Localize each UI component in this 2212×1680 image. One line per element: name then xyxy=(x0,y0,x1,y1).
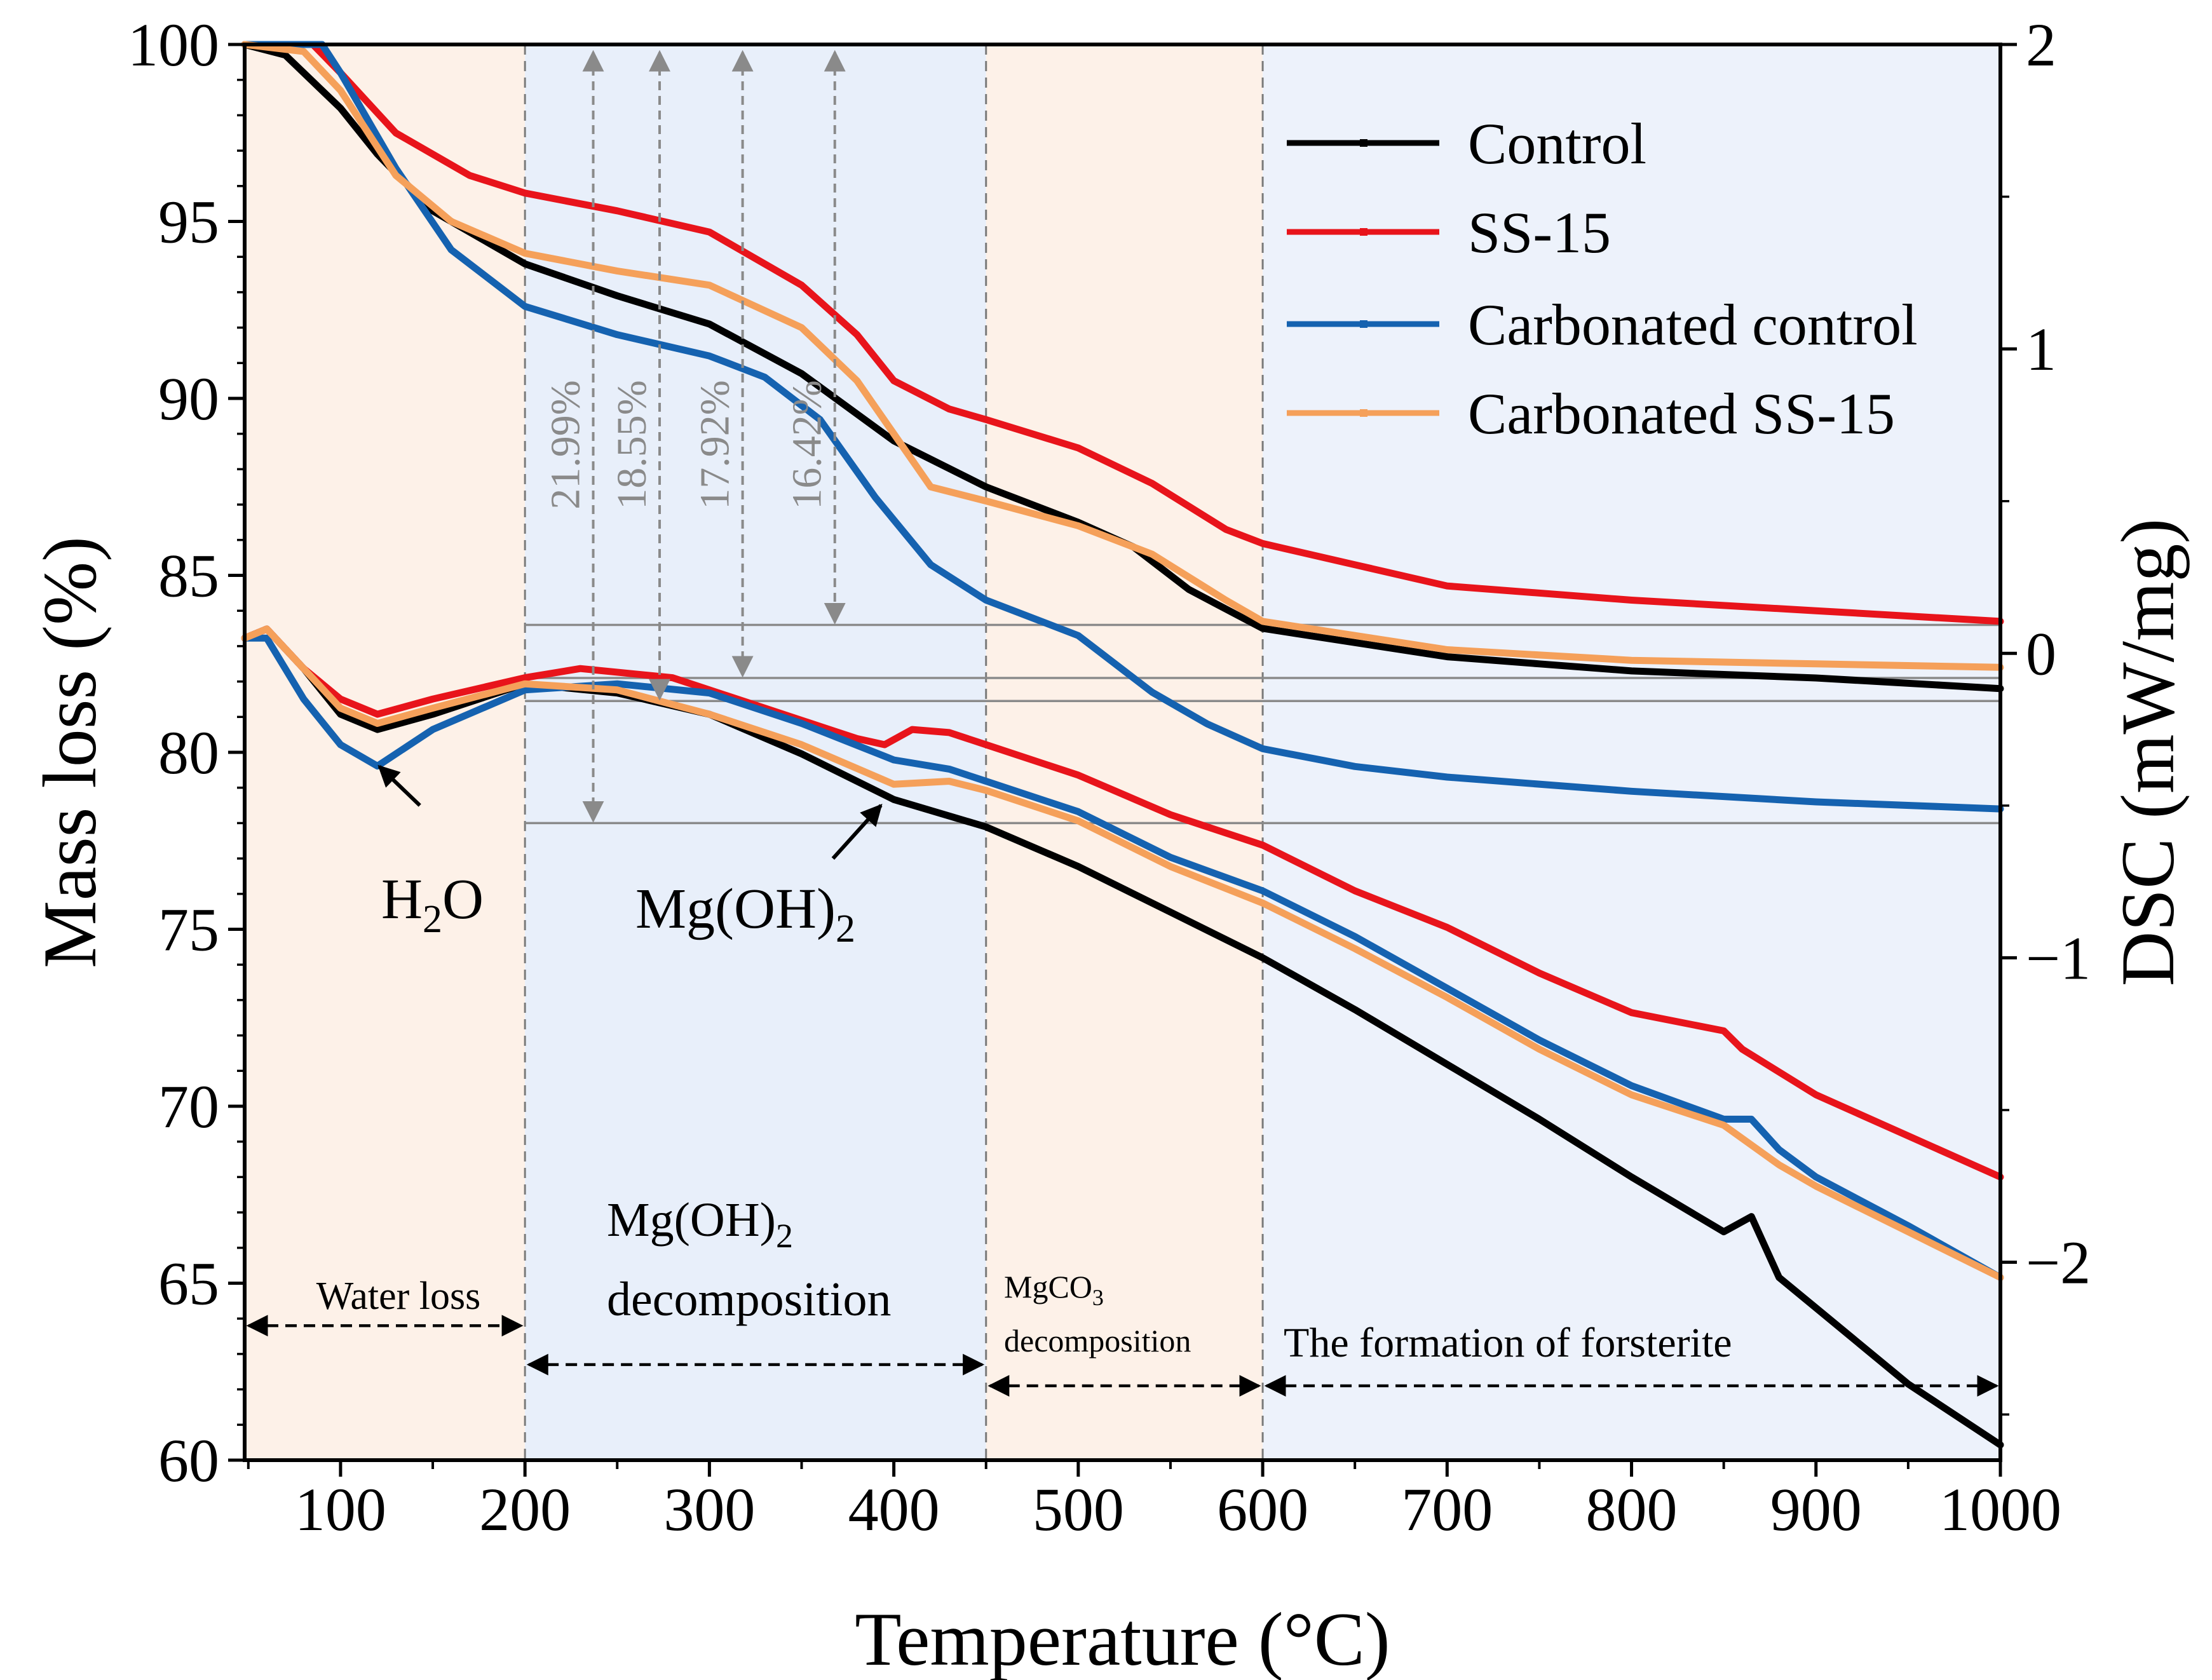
x-tick-label-5: 600 xyxy=(1217,1475,1308,1543)
legend-marker-0 xyxy=(1360,139,1367,147)
y-left-axis-title: Mass loss (%) xyxy=(27,536,112,968)
y-right-axis-title: DSC (mW/mg) xyxy=(2105,518,2190,987)
series-lines xyxy=(241,41,2004,1449)
stage-label-2-line2: decomposition xyxy=(1004,1323,1191,1358)
yl-tick-label-0: 60 xyxy=(158,1426,219,1494)
legend-marker-1 xyxy=(1360,228,1367,236)
x-tick-label-4: 500 xyxy=(1033,1475,1124,1543)
tg-line-2 xyxy=(241,41,2004,813)
x-tick-label-2: 300 xyxy=(663,1475,755,1543)
stage-region-0 xyxy=(245,44,526,1460)
yl-tick-label-2: 70 xyxy=(158,1073,219,1141)
mass-loss-annotations: 21.99% 18.55% 17.92% 16.42% xyxy=(543,50,846,823)
legend-marker-3 xyxy=(1360,409,1367,417)
yl-tick-label-4: 80 xyxy=(158,719,219,787)
x-tick-label-3: 400 xyxy=(848,1475,940,1543)
legend-label-1: SS-15 xyxy=(1468,200,1611,265)
peak-label-1: Mg(OH)2 xyxy=(635,877,855,951)
peak-arrow-1 xyxy=(831,804,883,860)
dsc-line-3 xyxy=(241,625,2004,1281)
x-axis-title: Temperature (°C) xyxy=(855,1597,1390,1680)
yr-tick-label-1: −1 xyxy=(2026,924,2091,992)
peak-arrow-0 xyxy=(377,764,421,807)
tg-line-3 xyxy=(241,41,2004,671)
yl-tick-label-7: 95 xyxy=(158,188,219,256)
mass-loss-label-2: 17.92% xyxy=(692,380,738,509)
x-tick-label-0: 100 xyxy=(295,1475,386,1543)
stage-label-2-line1: MgCO3 xyxy=(1004,1269,1104,1310)
peak-label-0: H2O xyxy=(381,868,484,941)
yl-tick-label-6: 90 xyxy=(158,365,219,433)
x-tick-label-8: 900 xyxy=(1770,1475,1862,1543)
legend: Control SS-15 Carbonated control Carbonated… xyxy=(1287,111,1918,446)
x-tick-label-7: 800 xyxy=(1586,1475,1678,1543)
yl-tick-label-8: 100 xyxy=(128,11,219,79)
yr-tick-label-2: 0 xyxy=(2026,620,2056,688)
mass-loss-label-1: 18.55% xyxy=(609,380,655,509)
legend-label-3: Carbonated SS-15 xyxy=(1468,381,1895,446)
stage-label-3: The formation of forsterite xyxy=(1284,1320,1732,1366)
stage-label-0: Water loss xyxy=(316,1275,480,1318)
stage-label-1-line1: Mg(OH)2 xyxy=(607,1193,793,1255)
legend-marker-2 xyxy=(1360,320,1367,328)
stage-labels: Water loss Mg(OH)2 decomposition MgCO3 decom… xyxy=(246,1193,1999,1397)
yr-tick-label-4: 2 xyxy=(2026,11,2056,79)
yr-tick-label-0: −2 xyxy=(2026,1229,2091,1297)
dsc-line-0 xyxy=(241,625,2004,1449)
x-tick-label-1: 200 xyxy=(479,1475,571,1543)
mass-loss-label-0: 21.99% xyxy=(543,380,589,509)
x-tick-label-6: 700 xyxy=(1401,1475,1493,1543)
peak-labels: H2O Mg(OH)2 xyxy=(377,764,883,951)
x-tick-label-9: 1000 xyxy=(1939,1475,2061,1543)
yl-tick-label-3: 75 xyxy=(158,896,219,964)
legend-label-2: Carbonated control xyxy=(1468,292,1918,357)
stage-region-2 xyxy=(986,44,1263,1460)
stage-dividers xyxy=(524,44,1264,1460)
dsc-line-2 xyxy=(241,634,2004,1281)
legend-label-0: Control xyxy=(1468,111,1646,176)
tg-line-1 xyxy=(241,41,2004,625)
axes: 100 200 300 400 500 600 700 800 900 1000606570758… xyxy=(27,11,2190,1680)
yl-tick-label-5: 85 xyxy=(158,542,219,610)
yr-tick-label-3: 1 xyxy=(2026,315,2056,383)
mass-loss-label-3: 16.42% xyxy=(784,380,831,509)
stage-label-1-line2: decomposition xyxy=(607,1273,892,1326)
dsc-line-1 xyxy=(241,625,2004,1181)
yl-tick-label-1: 65 xyxy=(158,1250,219,1318)
stage-region-3 xyxy=(1263,44,2000,1460)
